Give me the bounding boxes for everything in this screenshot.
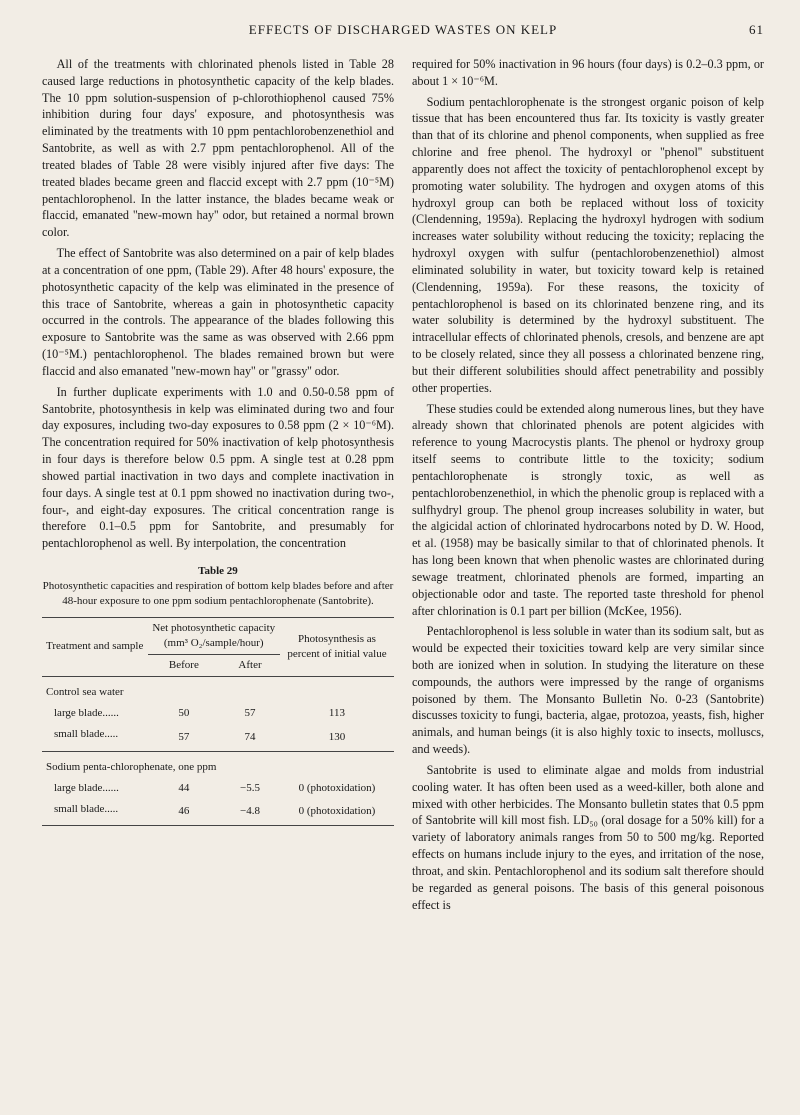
cell: 0 (photoxidation) [280,799,394,826]
row-label: large blade...... [42,703,148,724]
section-label: Sodium penta-chlorophenate, one ppm [42,752,394,778]
cell: 57 [148,724,221,751]
paragraph: required for 50% inactivation in 96 hour… [412,56,764,90]
paragraph: Sodium pentachlorophenate is the stronge… [412,94,764,397]
cell: 44 [148,778,221,799]
col-header: Photosynthesis as percent of initial val… [280,617,394,677]
table-row: large blade...... 44 −5.5 0 (photoxidati… [42,778,394,799]
cell: 50 [148,703,221,724]
col-header: Net photosynthetic capacity (mm³ O₂/samp… [148,617,280,654]
cell: 113 [280,703,394,724]
cell: 0 (photoxidation) [280,778,394,799]
table-caption-text: Photosynthetic capacities and respiratio… [43,580,394,607]
table-29: Treatment and sample Net photosynthetic … [42,617,394,827]
right-column: required for 50% inactivation in 96 hour… [412,56,764,917]
left-column: All of the treatments with chlorinated p… [42,56,394,917]
row-label: small blade..... [42,799,148,826]
col-header: After [220,654,280,676]
row-label: small blade..... [42,724,148,751]
table-caption: Table 29 Photosynthetic capacities and r… [42,564,394,609]
paragraph: Pentachlorophenol is less soluble in wat… [412,623,764,758]
cell: 74 [220,724,280,751]
cell: 46 [148,799,221,826]
section-label: Control sea water [42,677,394,704]
col-header: Before [148,654,221,676]
cell: 57 [220,703,280,724]
paragraph: The effect of Santobrite was also determ… [42,245,394,380]
cell: −4.8 [220,799,280,826]
cell: −5.5 [220,778,280,799]
paragraph: In further duplicate experiments with 1.… [42,384,394,552]
row-label: large blade...... [42,778,148,799]
table-row: large blade...... 50 57 113 [42,703,394,724]
paragraph: All of the treatments with chlorinated p… [42,56,394,241]
col-header: Treatment and sample [42,617,148,677]
table-row: small blade..... 46 −4.8 0 (photoxidatio… [42,799,394,826]
text-columns: All of the treatments with chlorinated p… [42,56,764,917]
paragraph: Santobrite is used to eliminate algae an… [412,762,764,913]
running-title: EFFECTS OF DISCHARGED WASTES ON KELP [82,22,724,38]
paragraph: These studies could be extended along nu… [412,401,764,620]
page-number: 61 [724,22,764,38]
page: EFFECTS OF DISCHARGED WASTES ON KELP 61 … [0,0,800,939]
table-row: small blade..... 57 74 130 [42,724,394,751]
cell: 130 [280,724,394,751]
table-number: Table 29 [198,565,238,577]
running-header: EFFECTS OF DISCHARGED WASTES ON KELP 61 [42,22,764,38]
